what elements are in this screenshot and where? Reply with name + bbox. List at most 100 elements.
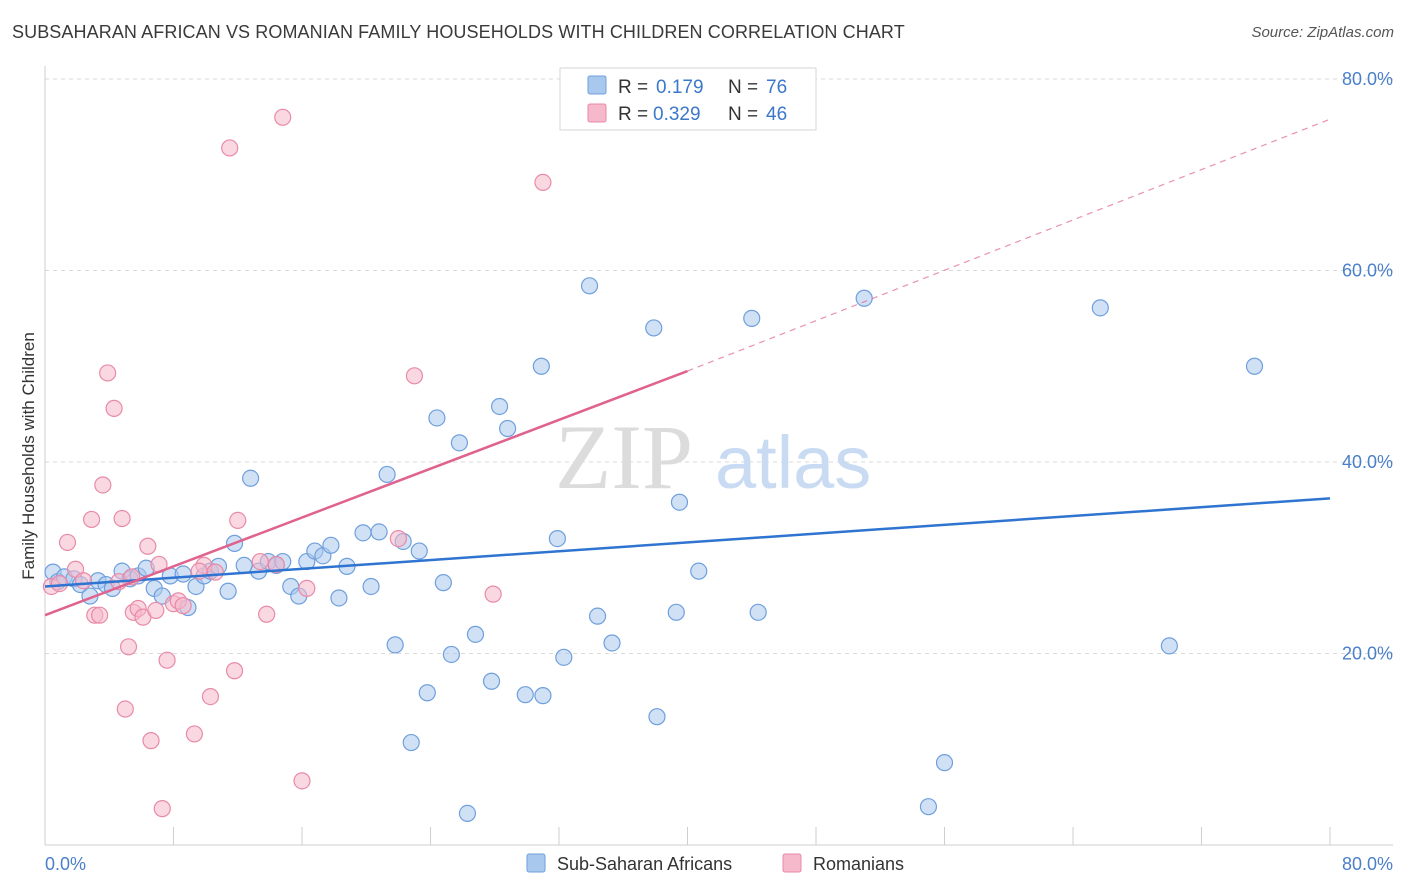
romanians-point-2 — [58, 533, 77, 552]
romanians-point-34 — [258, 605, 276, 623]
sub-saharan-point-58 — [534, 687, 552, 705]
x-tick-labels: 0.0% 80.0% — [45, 854, 1393, 874]
romanians-point-14 — [119, 638, 138, 656]
romanians-trend-line — [44, 369, 688, 617]
sub-saharan-point-73 — [935, 754, 954, 772]
legend-swatch-pink — [587, 103, 607, 123]
sub-saharan-point-60 — [555, 648, 573, 666]
y-tick-label-3: 80.0% — [1342, 69, 1393, 89]
romanians-point-28 — [201, 687, 220, 706]
romanians-point-9 — [99, 364, 117, 382]
sub-saharan-point-69 — [743, 309, 761, 327]
sub-saharan-point-38 — [354, 524, 372, 542]
legend-n-value-1: 76 — [766, 77, 787, 98]
sub-saharan-point-45 — [410, 542, 428, 560]
legend-r-value-2: 0.329 — [653, 104, 701, 125]
romanians-point-33 — [251, 552, 269, 571]
chart-title: SUBSAHARAN AFRICAN VS ROMANIAN FAMILY HO… — [12, 22, 905, 42]
romanians-point-10 — [105, 399, 123, 417]
romanians-point-40 — [405, 367, 424, 385]
romanians-point-20 — [147, 601, 165, 620]
sub-saharan-point-65 — [648, 708, 666, 726]
y-tick-label-0: 20.0% — [1342, 644, 1393, 664]
sub-saharan-point-22 — [219, 582, 237, 600]
bottom-legend: Sub-Saharan Africans Romanians — [526, 853, 904, 874]
romanians-point-36 — [274, 108, 292, 126]
romanians-point-45 — [174, 597, 192, 615]
sub-saharan-point-76 — [1245, 357, 1264, 375]
romanians-point-26 — [185, 725, 203, 743]
sub-saharan-point-42 — [386, 636, 404, 654]
sub-saharan-point-41 — [378, 465, 396, 484]
sub-saharan-point-49 — [442, 645, 460, 664]
romanians-point-1 — [50, 575, 69, 593]
sub-saharan-point-59 — [548, 529, 566, 548]
sub-saharan-point-47 — [428, 409, 446, 427]
watermark-atlas: atlas — [715, 421, 871, 504]
sub-saharan-point-35 — [322, 536, 340, 554]
romanians-point-32 — [229, 511, 247, 530]
sub-saharan-point-25 — [242, 469, 260, 487]
romanians-point-7 — [91, 606, 109, 624]
sub-saharan-point-52 — [466, 625, 485, 643]
x-tick-label-1: 80.0% — [1342, 854, 1393, 874]
y-axis-title: Family Households with Children — [19, 332, 38, 580]
y-tick-label-1: 40.0% — [1342, 452, 1393, 472]
sub-saharan-point-46 — [418, 684, 436, 702]
watermark: ZIP atlas — [555, 406, 871, 508]
legend: R = 0.179 N = 76 R = 0.329 N = 46 — [559, 67, 817, 131]
bottom-legend-label-blue: Sub-Saharan Africans — [557, 854, 732, 874]
y-tick-label-2: 60.0% — [1342, 261, 1393, 281]
sub-saharan-point-68 — [690, 562, 708, 580]
legend-swatch-blue — [587, 75, 607, 95]
trend-lines — [44, 118, 1331, 617]
sub-saharan-point-48 — [434, 574, 452, 592]
romanians-trend-extension — [687, 118, 1331, 372]
sub-saharan-point-40 — [370, 523, 388, 541]
sub-saharan-point-16 — [174, 565, 192, 583]
romanians-point-37 — [293, 772, 311, 790]
sub-saharan-point-50 — [450, 434, 469, 452]
legend-r-label-1: R = — [618, 77, 648, 98]
romanians-point-8 — [94, 476, 112, 494]
romanians-point-23 — [158, 651, 176, 669]
sub-saharan-point-64 — [645, 319, 663, 337]
romanians-point-30 — [221, 139, 239, 157]
sub-saharan-point-62 — [588, 607, 607, 625]
romanians-point-12 — [113, 509, 131, 528]
sub-saharan-point-74 — [1091, 299, 1109, 317]
romanians-point-42 — [534, 173, 552, 192]
romanians-point-18 — [139, 537, 157, 555]
legend-r-value-1: 0.179 — [656, 77, 704, 98]
romanians-point-19 — [142, 732, 160, 750]
legend-n-label-1: N = — [728, 77, 758, 98]
sub-saharan-point-63 — [603, 634, 621, 652]
legend-r-label-2: R = — [618, 104, 648, 125]
axes — [44, 66, 1393, 846]
sub-saharan-point-53 — [482, 672, 501, 690]
bottom-legend-swatch-pink — [782, 853, 802, 873]
sub-saharan-point-61 — [580, 277, 599, 295]
sub-saharan-point-36 — [330, 589, 348, 607]
sub-saharan-point-70 — [749, 603, 767, 621]
sub-saharan-point-75 — [1160, 637, 1178, 655]
sub-saharan-point-51 — [458, 804, 477, 823]
source-label: Source: ZipAtlas.com — [1251, 24, 1394, 41]
sub-saharan-point-54 — [490, 397, 509, 416]
legend-n-label-2: N = — [728, 104, 758, 125]
series-romanians-points — [42, 108, 552, 818]
sub-saharan-point-55 — [499, 419, 517, 438]
romanians-point-38 — [298, 579, 316, 597]
sub-saharan-point-44 — [402, 733, 420, 752]
sub-saharan-trend-line — [44, 497, 1331, 588]
romanians-point-31 — [225, 662, 244, 680]
sub-saharan-point-39 — [362, 577, 380, 596]
bottom-legend-swatch-blue — [526, 853, 546, 873]
romanians-point-29 — [206, 563, 224, 581]
sub-saharan-point-66 — [667, 603, 685, 621]
sub-saharan-point-56 — [516, 686, 534, 704]
sub-saharan-point-72 — [919, 798, 938, 816]
romanians-point-5 — [82, 510, 101, 529]
sub-saharan-point-67 — [670, 493, 689, 511]
